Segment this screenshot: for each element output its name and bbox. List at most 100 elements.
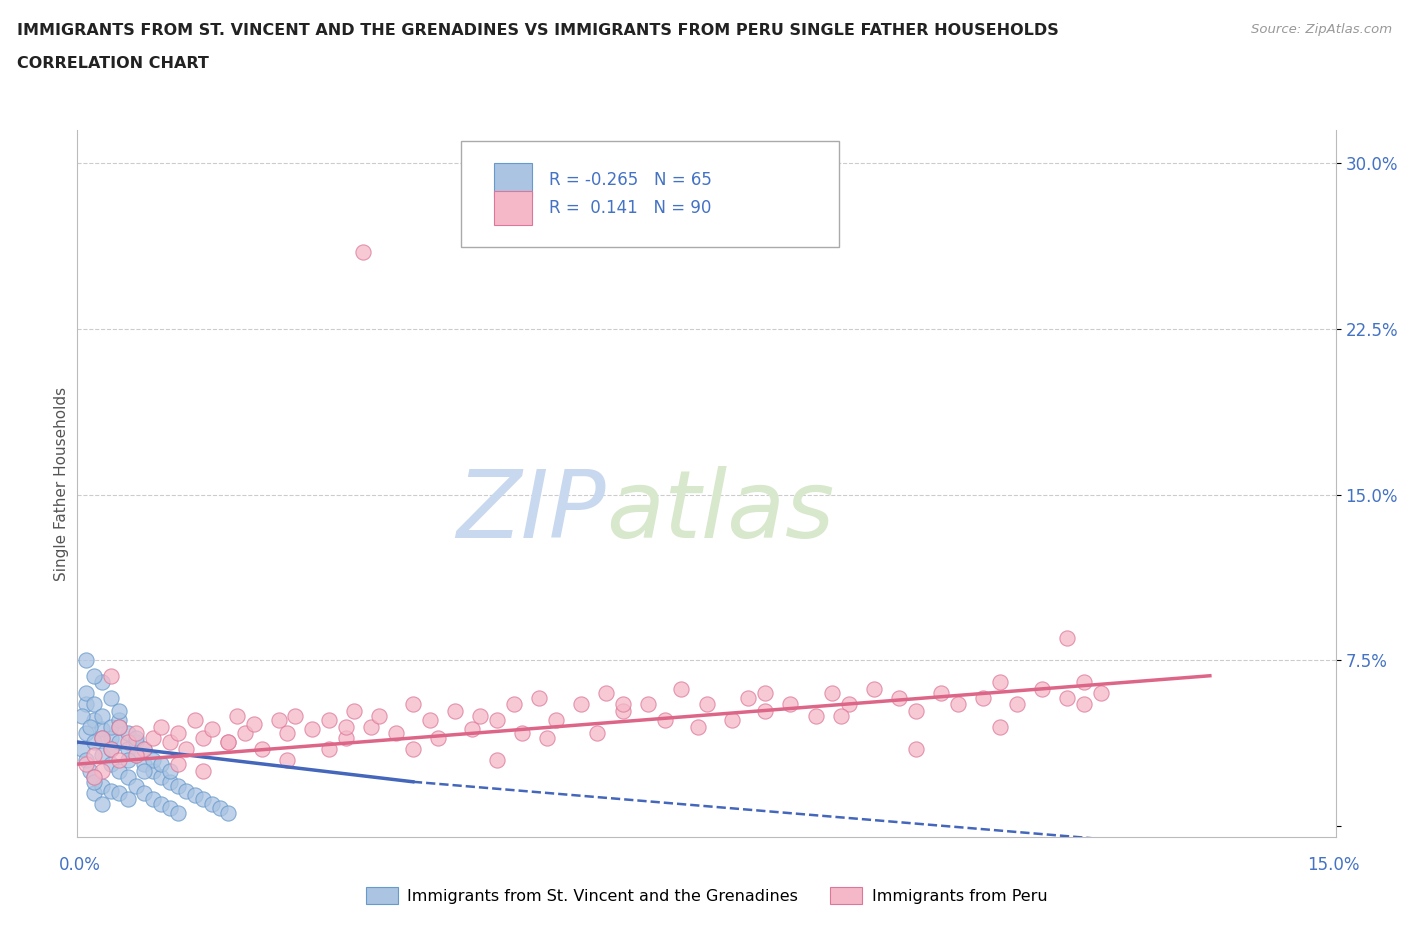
Point [108, 785, 131, 800]
Point [108, 735, 131, 750]
Point [83, 669, 105, 684]
Point [91, 675, 114, 690]
Point [754, 704, 776, 719]
Point [75, 653, 97, 668]
Point [527, 690, 550, 705]
Point [988, 675, 1011, 690]
Point [142, 764, 165, 778]
Point [276, 752, 298, 767]
Point [117, 752, 139, 767]
Point [200, 796, 222, 811]
Point [569, 698, 592, 712]
Point [159, 801, 181, 816]
Point [225, 708, 247, 723]
Point [134, 741, 156, 756]
Point [150, 770, 173, 785]
Point [637, 698, 659, 712]
Point [167, 805, 190, 820]
Point [117, 792, 139, 807]
Point [108, 752, 131, 767]
Point [988, 719, 1011, 734]
Point [83, 770, 105, 785]
Point [167, 778, 190, 793]
Point [233, 725, 256, 740]
Point [176, 741, 198, 756]
Point [335, 730, 357, 745]
Point [536, 730, 558, 745]
Point [134, 764, 156, 778]
Point [125, 730, 148, 745]
Point [100, 669, 122, 684]
Legend: Immigrants from St. Vincent and the Grenadines, Immigrants from Peru: Immigrants from St. Vincent and the Gren… [360, 881, 1053, 910]
Point [931, 686, 953, 701]
Point [972, 690, 994, 705]
Point [612, 704, 634, 719]
Point [595, 686, 617, 701]
Point [100, 741, 122, 756]
Point [1005, 698, 1028, 712]
Point [91, 764, 114, 778]
Point [125, 725, 148, 740]
Point [83, 712, 105, 727]
Point [402, 698, 425, 712]
Point [167, 757, 190, 772]
Point [779, 698, 801, 712]
Point [1056, 690, 1078, 705]
FancyBboxPatch shape [494, 163, 531, 196]
Text: IMMIGRANTS FROM ST. VINCENT AND THE GRENADINES VS IMMIGRANTS FROM PERU SINGLE FA: IMMIGRANTS FROM ST. VINCENT AND THE GREN… [17, 23, 1059, 38]
Point [108, 719, 131, 734]
Point [125, 735, 148, 750]
Point [402, 741, 425, 756]
Point [100, 783, 122, 798]
Point [217, 735, 239, 750]
Point [91, 796, 114, 811]
Point [267, 712, 290, 727]
Point [830, 708, 852, 723]
Point [83, 770, 105, 785]
Point [1073, 675, 1095, 690]
Point [100, 719, 122, 734]
Point [142, 792, 165, 807]
Point [804, 708, 827, 723]
Point [217, 735, 239, 750]
Point [142, 752, 165, 767]
Point [301, 722, 323, 737]
Point [117, 735, 139, 750]
Point [460, 722, 482, 737]
Point [720, 712, 742, 727]
Point [83, 748, 105, 763]
Point [108, 764, 131, 778]
Point [75, 698, 97, 712]
Point [419, 712, 441, 727]
Point [159, 764, 181, 778]
Point [368, 708, 391, 723]
Point [108, 719, 131, 734]
Point [335, 719, 357, 734]
Point [427, 730, 450, 745]
Text: ZIP: ZIP [456, 466, 606, 557]
Point [159, 735, 181, 750]
Point [91, 708, 114, 723]
Point [184, 712, 207, 727]
Point [83, 698, 105, 712]
Point [905, 741, 928, 756]
Point [754, 686, 776, 701]
Point [191, 792, 215, 807]
Point [117, 741, 139, 756]
Point [176, 783, 198, 798]
Point [70, 741, 93, 756]
Point [208, 801, 231, 816]
Point [134, 757, 156, 772]
Point [150, 757, 173, 772]
Point [318, 712, 340, 727]
Point [100, 730, 122, 745]
Point [1031, 682, 1053, 697]
Point [134, 741, 156, 756]
Point [75, 725, 97, 740]
Point [167, 725, 190, 740]
Point [502, 698, 524, 712]
Point [737, 690, 759, 705]
Point [544, 712, 567, 727]
Point [117, 725, 139, 740]
Point [91, 722, 114, 737]
